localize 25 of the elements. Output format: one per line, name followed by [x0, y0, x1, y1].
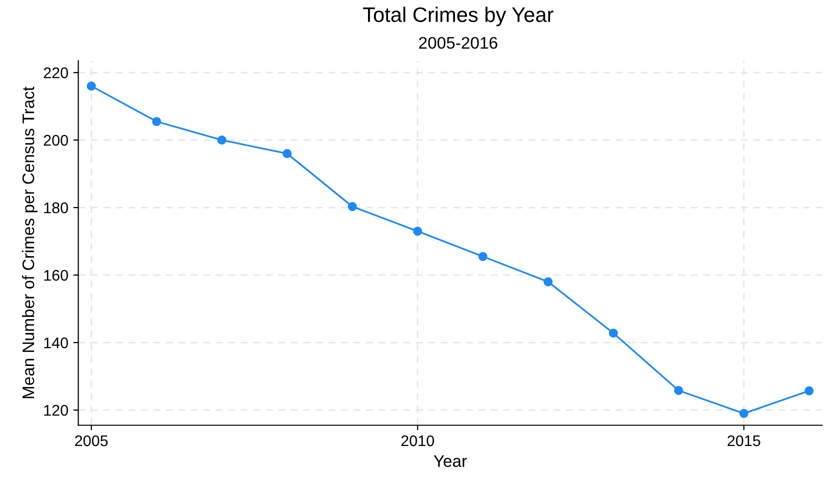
- y-tick-label: 160: [44, 270, 68, 281]
- point: [152, 116, 162, 126]
- x-tick-label: 2005: [75, 435, 108, 446]
- chart-title: Total Crimes by Year: [363, 6, 554, 26]
- point: [413, 226, 422, 236]
- point: [478, 252, 488, 262]
- point: [282, 149, 292, 158]
- y-tick-label: 180: [44, 202, 68, 214]
- chart-subtitle: 2005-2016: [419, 36, 498, 49]
- point: [348, 202, 357, 212]
- point: [674, 386, 684, 395]
- point: [217, 136, 226, 145]
- point: [739, 408, 748, 418]
- x-axis-title: Year: [434, 455, 467, 468]
- x-tick-label: 2010: [401, 435, 434, 446]
- point: [544, 277, 553, 286]
- y-tick-label: 140: [44, 337, 68, 348]
- point: [86, 82, 96, 91]
- point: [804, 386, 814, 396]
- x-tick-label: 2015: [728, 435, 760, 446]
- y-tick-label: 120: [44, 404, 68, 416]
- y-axis-title: Mean Number of Crimes per Census Tract: [22, 86, 38, 398]
- y-tick-label: 220: [44, 67, 68, 78]
- y-tick-label: 200: [44, 134, 68, 146]
- point: [608, 328, 618, 338]
